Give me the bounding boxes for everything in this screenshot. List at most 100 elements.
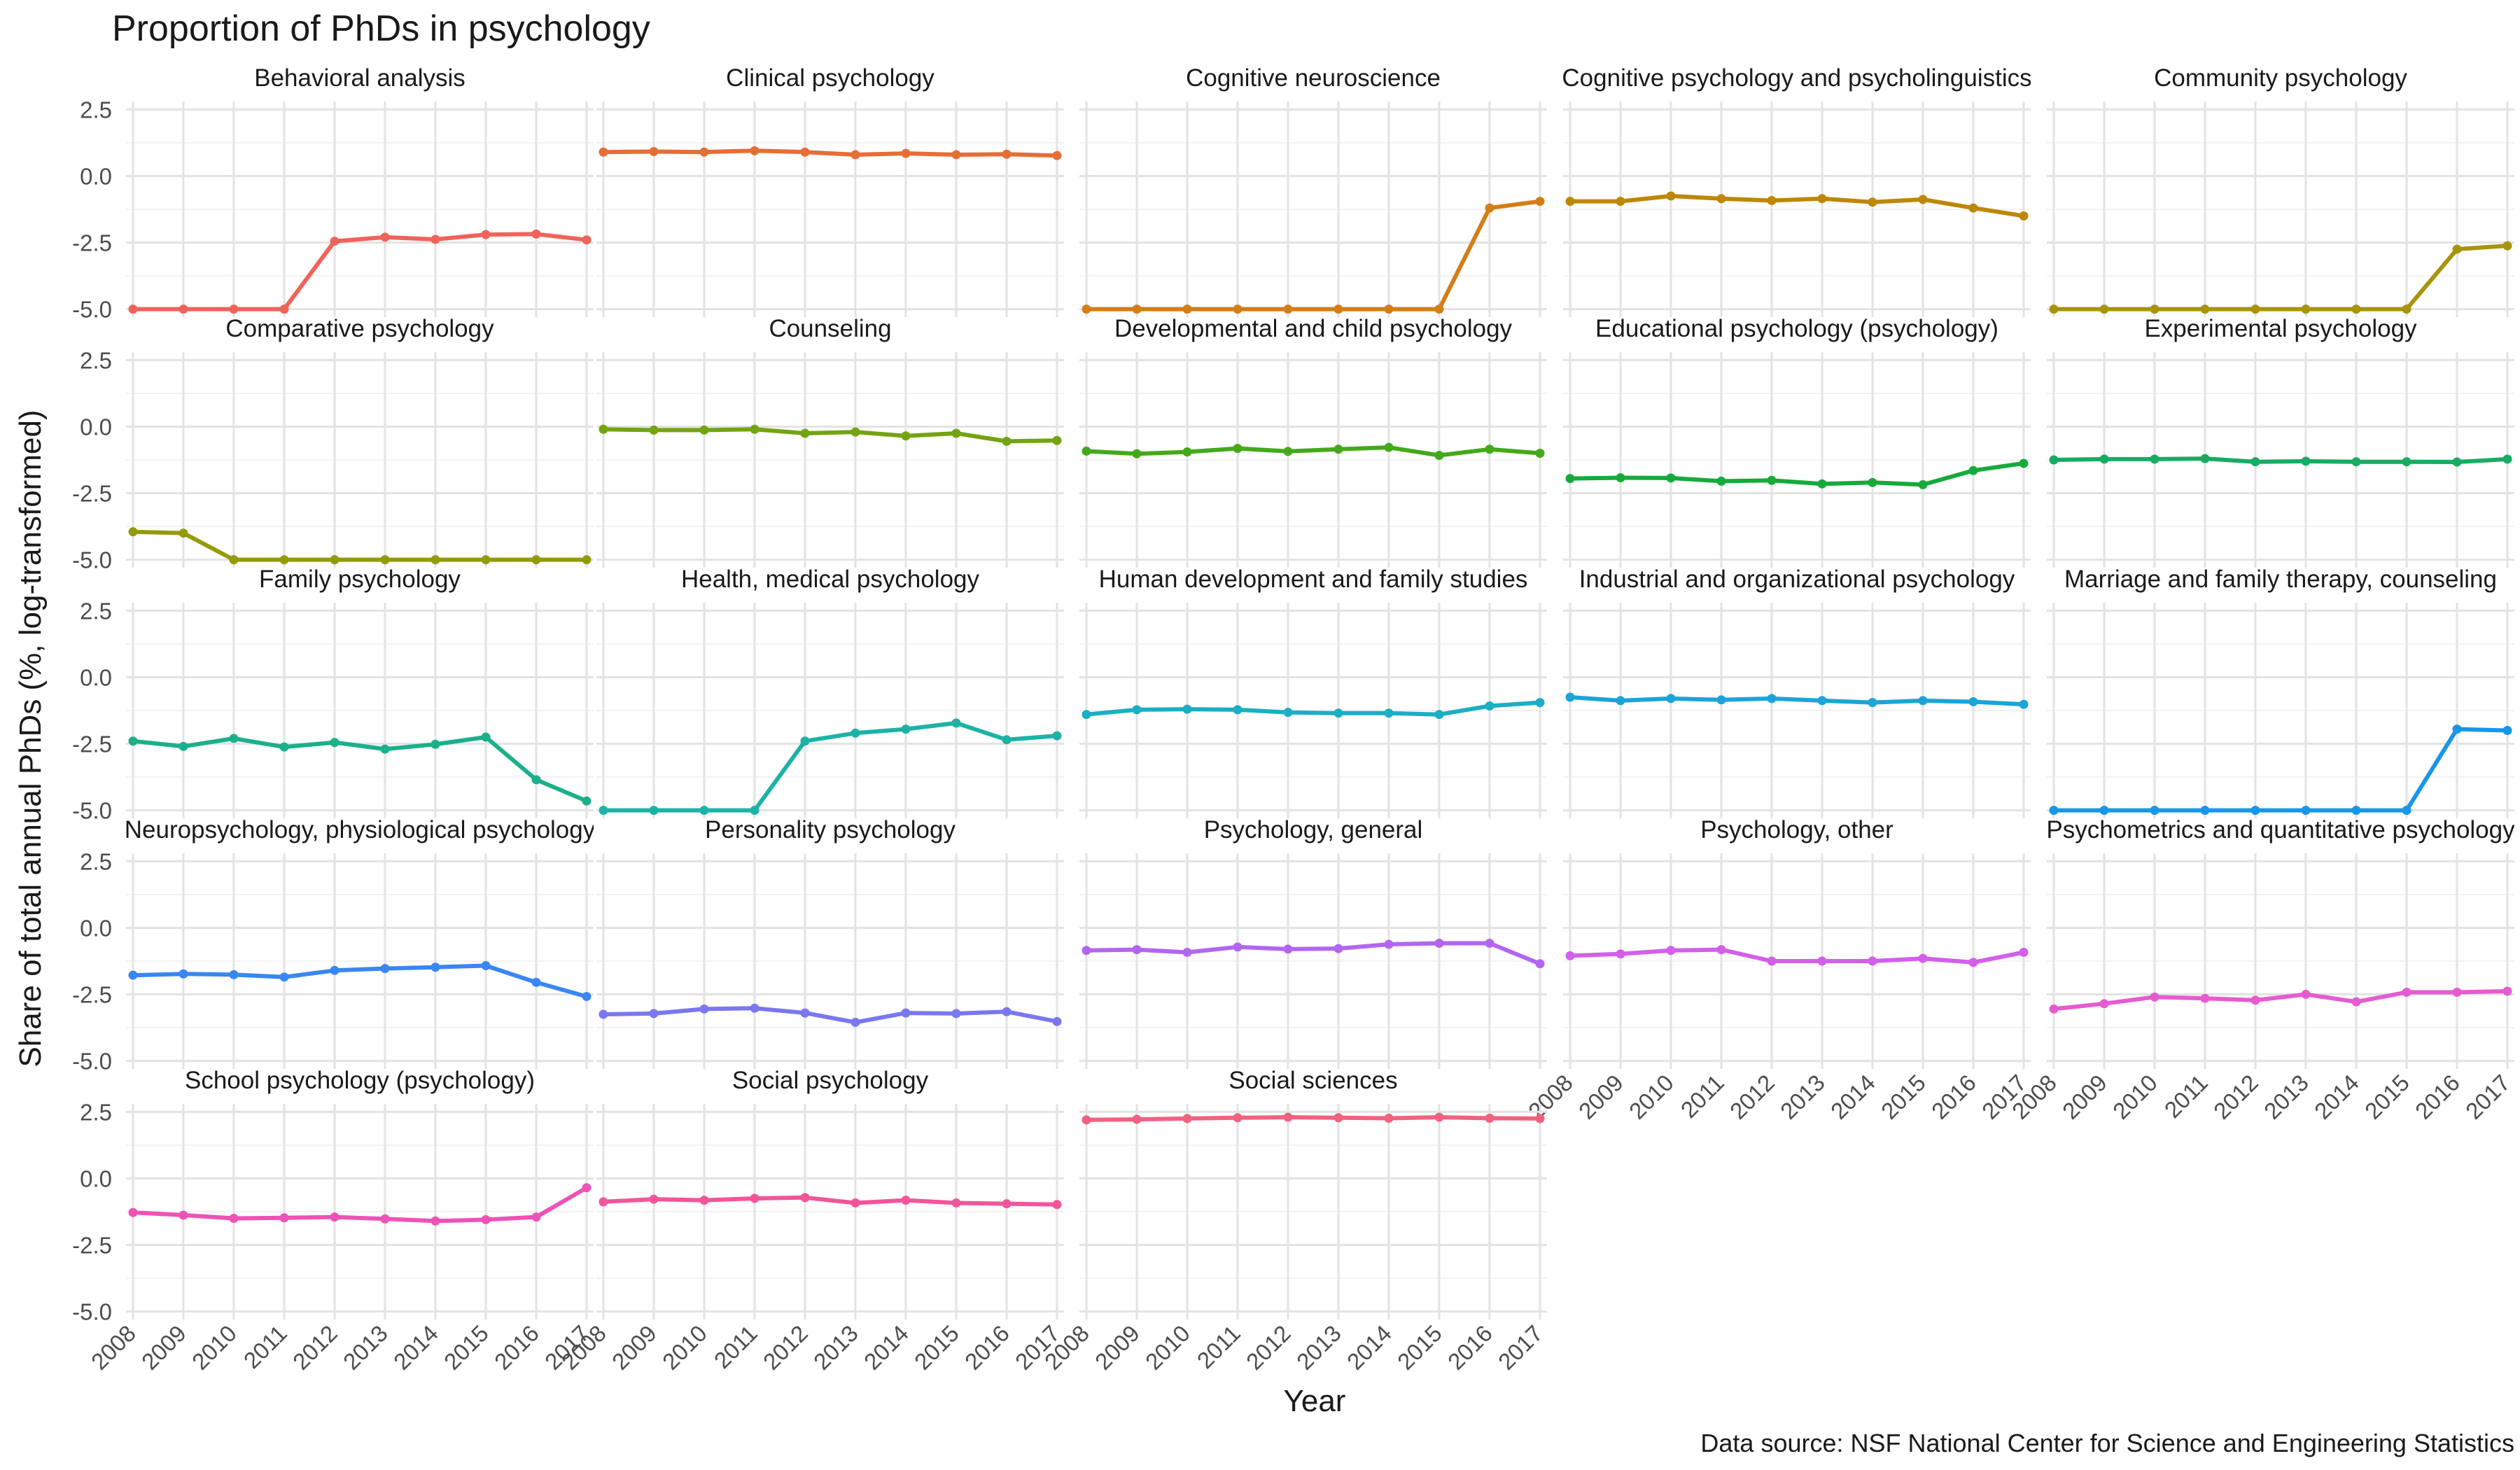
chart-title: Proportion of PhDs in psychology (112, 8, 650, 49)
data-point (1666, 946, 1676, 955)
data-point (2351, 806, 2361, 816)
data-point (598, 1197, 608, 1207)
series-line (2052, 727, 2510, 813)
data-point (1283, 944, 1293, 954)
data-point (901, 431, 911, 441)
data-point (1485, 203, 1494, 213)
data-point (1485, 701, 1494, 711)
data-point (2502, 454, 2512, 464)
data-point (229, 969, 239, 979)
data-point (1716, 695, 1726, 705)
data-point (951, 428, 961, 438)
data-point (1565, 692, 1575, 702)
panel-social-psychology: Social psychology20082009201020112012201… (556, 1067, 1065, 1375)
data-point (430, 739, 440, 749)
series-line (2052, 989, 2510, 1011)
y-tick-label: -2.5 (72, 230, 112, 256)
panel-title: Psychology, general (1204, 816, 1423, 844)
panel-title: Educational psychology (psychology) (1595, 315, 1998, 342)
data-point (2250, 995, 2260, 1005)
data-point (2019, 211, 2029, 221)
x-tick-label: 2012 (2208, 1070, 2263, 1124)
x-axis-label: Year (1284, 1384, 1346, 1418)
series-line (1568, 194, 2026, 218)
series-line (131, 963, 589, 999)
data-point (2402, 304, 2412, 314)
data-point (1565, 951, 1575, 960)
x-tick-label: 2009 (607, 1320, 662, 1375)
panel-developmental-and-child-psychology: Developmental and child psychology (1079, 315, 1547, 568)
data-point (649, 806, 659, 816)
panel-title: Psychometrics and quantitative psycholog… (2046, 816, 2515, 844)
x-tick-label: 2015 (1392, 1320, 1447, 1375)
data-point (1233, 942, 1242, 952)
x-tick-label: 2016 (1443, 1320, 1497, 1375)
data-point (750, 1194, 760, 1203)
panel-title: Comparative psychology (225, 315, 494, 342)
data-point (2200, 993, 2210, 1003)
series-line (601, 427, 1059, 444)
series-line (601, 720, 1059, 813)
data-point (1716, 945, 1726, 955)
x-tick-label: 2008 (86, 1320, 141, 1375)
panel-title: School psychology (psychology) (185, 1067, 535, 1094)
data-point (2150, 304, 2160, 314)
data-point (1052, 1200, 1062, 1210)
data-point (1182, 304, 1192, 314)
x-tick-label: 2013 (808, 1320, 863, 1375)
data-point (1616, 949, 1625, 959)
data-point (1666, 694, 1676, 704)
data-point (1535, 959, 1545, 969)
data-point (1002, 1007, 1011, 1016)
data-point (1485, 1114, 1494, 1124)
y-tick-label: -2.5 (72, 481, 112, 507)
panel-title: Cognitive psychology and psycholinguisti… (1562, 64, 2031, 92)
x-tick-label: 2008 (1523, 1070, 1578, 1124)
data-point (2402, 806, 2412, 816)
data-point (330, 738, 340, 748)
data-point (1182, 704, 1192, 714)
data-point (2150, 806, 2160, 816)
data-point (2019, 947, 2029, 957)
data-point (1434, 304, 1444, 314)
data-point (1182, 447, 1192, 457)
panel-industrial-and-organizational-psychology: Industrial and organizational psychology (1563, 566, 2031, 818)
data-point (481, 555, 491, 565)
data-point (2402, 457, 2412, 467)
data-point (128, 970, 138, 980)
panel-psychology-other: Psychology, other20082009201020112012201… (1523, 816, 2031, 1124)
data-point (649, 425, 659, 435)
data-point (128, 1208, 138, 1217)
y-tick-label: -5.0 (72, 1049, 112, 1074)
data-point (582, 235, 592, 245)
data-point (1918, 696, 1928, 706)
series-line (601, 1195, 1059, 1207)
data-point (582, 992, 592, 1002)
data-point (1565, 197, 1575, 206)
data-point (2099, 999, 2109, 1009)
data-point (2402, 987, 2412, 997)
data-point (1868, 197, 1877, 207)
data-point (1716, 194, 1726, 204)
data-point (1182, 1114, 1192, 1124)
series-line (2052, 244, 2510, 312)
data-point (649, 1194, 659, 1204)
data-point (850, 728, 860, 738)
data-point (1535, 197, 1545, 206)
panel-title: Psychology, other (1700, 816, 1893, 844)
data-point (531, 555, 541, 565)
data-point (1002, 735, 1011, 745)
data-point (582, 1183, 592, 1193)
data-point (1082, 710, 1091, 720)
panel-title: Cognitive neuroscience (1186, 64, 1441, 92)
y-tick-label: -2.5 (72, 1233, 112, 1259)
data-point (750, 1003, 760, 1013)
x-tick-label: 2014 (859, 1320, 913, 1375)
data-point (2200, 454, 2210, 463)
x-tick-label: 2014 (1826, 1070, 1880, 1124)
series-line (2052, 456, 2510, 464)
data-source-caption: Data source: NSF National Center for Sci… (1700, 1429, 2514, 1457)
data-point (481, 732, 491, 742)
data-point (178, 969, 188, 979)
